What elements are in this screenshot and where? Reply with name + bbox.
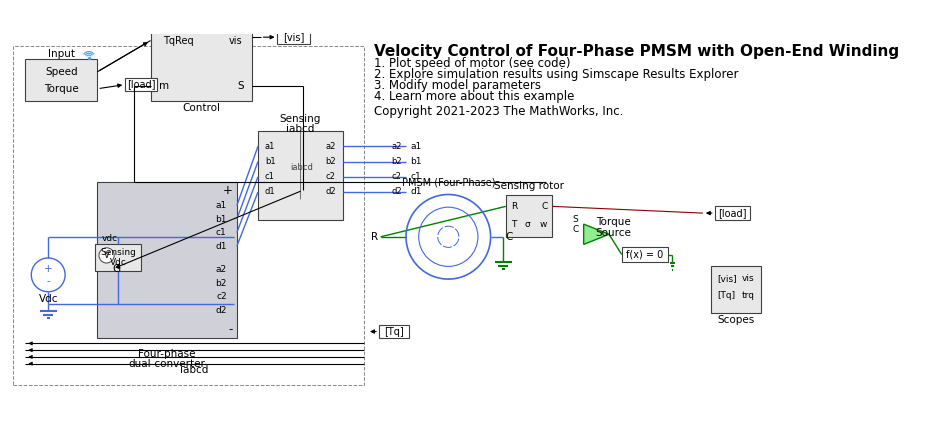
Text: a2: a2 — [325, 142, 336, 151]
Text: b1: b1 — [215, 215, 227, 224]
Text: c1: c1 — [216, 228, 227, 237]
Text: Four-phase: Four-phase — [138, 348, 196, 359]
Text: a1: a1 — [216, 201, 227, 210]
Text: c1: c1 — [410, 172, 421, 181]
Text: 1. Plot speed of motor (see code): 1. Plot speed of motor (see code) — [374, 58, 571, 70]
Text: Control: Control — [182, 103, 220, 113]
Text: V: V — [104, 251, 109, 260]
Text: dual-converter: dual-converter — [129, 359, 205, 368]
Polygon shape — [584, 224, 609, 245]
Text: R: R — [511, 202, 517, 211]
Text: Vdc: Vdc — [109, 258, 126, 267]
Text: vdc: vdc — [102, 234, 118, 243]
Text: [Tq]: [Tq] — [384, 327, 404, 337]
Text: +: + — [44, 264, 52, 274]
Text: m: m — [159, 81, 169, 91]
Text: b2: b2 — [216, 279, 227, 288]
FancyBboxPatch shape — [715, 206, 750, 220]
Text: Copyright 2021-2023 The MathWorks, Inc.: Copyright 2021-2023 The MathWorks, Inc. — [374, 105, 623, 118]
Text: d1: d1 — [264, 187, 276, 196]
Text: C: C — [506, 232, 513, 242]
Text: R: R — [371, 232, 378, 242]
Text: 4. Learn more about this example: 4. Learn more about this example — [374, 90, 574, 104]
Text: TqReq: TqReq — [163, 35, 194, 46]
Text: S: S — [573, 215, 578, 224]
Text: C: C — [572, 225, 578, 234]
Text: iabcd: iabcd — [286, 124, 315, 133]
Text: trq: trq — [742, 291, 755, 299]
FancyBboxPatch shape — [97, 182, 237, 338]
Text: PMSM (Four-Phase): PMSM (Four-Phase) — [402, 178, 495, 188]
FancyBboxPatch shape — [379, 325, 409, 338]
Text: Torque: Torque — [596, 217, 630, 227]
Text: Sensing: Sensing — [279, 114, 321, 124]
Text: +: + — [222, 184, 233, 197]
Text: G: G — [112, 264, 120, 274]
FancyBboxPatch shape — [25, 59, 97, 101]
Text: b2: b2 — [325, 157, 336, 166]
FancyBboxPatch shape — [711, 266, 761, 313]
Text: w: w — [540, 221, 547, 230]
FancyBboxPatch shape — [277, 30, 309, 44]
Text: Scopes: Scopes — [717, 315, 755, 325]
Text: Speed: Speed — [45, 67, 78, 77]
FancyBboxPatch shape — [125, 78, 157, 91]
Text: c1: c1 — [264, 172, 275, 181]
Text: d2: d2 — [216, 306, 227, 315]
Circle shape — [99, 248, 114, 263]
FancyBboxPatch shape — [150, 25, 252, 101]
Text: c2: c2 — [326, 172, 336, 181]
Text: b1: b1 — [264, 157, 276, 166]
FancyBboxPatch shape — [506, 195, 552, 237]
Text: S: S — [237, 81, 244, 91]
Text: iabcd: iabcd — [180, 366, 208, 375]
Text: [load]: [load] — [718, 208, 747, 218]
Text: 2. Explore simulation results using Simscape Results Explorer: 2. Explore simulation results using Sims… — [374, 69, 739, 81]
Text: Torque: Torque — [44, 84, 78, 94]
Text: -: - — [228, 323, 233, 337]
Text: σ: σ — [524, 221, 530, 230]
Text: Velocity Control of Four-Phase PMSM with Open-End Winding: Velocity Control of Four-Phase PMSM with… — [374, 44, 899, 59]
Text: iabcd: iabcd — [290, 163, 314, 172]
Text: a1: a1 — [264, 142, 276, 151]
Text: -: - — [47, 276, 50, 286]
Text: b2: b2 — [391, 157, 402, 166]
FancyBboxPatch shape — [258, 131, 343, 220]
Text: vis: vis — [742, 274, 755, 283]
Text: Source: Source — [595, 227, 631, 238]
Text: f(x) = 0: f(x) = 0 — [627, 250, 663, 259]
Text: d2: d2 — [325, 187, 336, 196]
Text: Input: Input — [48, 49, 75, 59]
Text: T: T — [511, 221, 517, 230]
Text: vis: vis — [228, 35, 242, 46]
FancyBboxPatch shape — [622, 247, 668, 262]
Text: c2: c2 — [216, 292, 227, 301]
Text: d1: d1 — [215, 242, 227, 250]
Text: Sensing: Sensing — [100, 248, 136, 256]
Text: [vis]: [vis] — [717, 274, 737, 283]
Text: a2: a2 — [216, 265, 227, 274]
Text: 3. Modify model parameters: 3. Modify model parameters — [374, 80, 541, 92]
Text: d1: d1 — [410, 187, 422, 196]
Text: [Tq]: [Tq] — [717, 291, 735, 299]
Text: b1: b1 — [410, 157, 422, 166]
Text: a2: a2 — [391, 142, 402, 151]
Text: C: C — [541, 202, 547, 211]
Text: Sensing rotor: Sensing rotor — [494, 181, 564, 191]
Text: a1: a1 — [410, 142, 421, 151]
Text: [load]: [load] — [127, 80, 156, 89]
Text: Vdc: Vdc — [38, 294, 58, 304]
Text: d2: d2 — [391, 187, 402, 196]
Text: [vis]: [vis] — [283, 32, 304, 42]
Text: c2: c2 — [392, 172, 402, 181]
FancyBboxPatch shape — [94, 244, 141, 271]
